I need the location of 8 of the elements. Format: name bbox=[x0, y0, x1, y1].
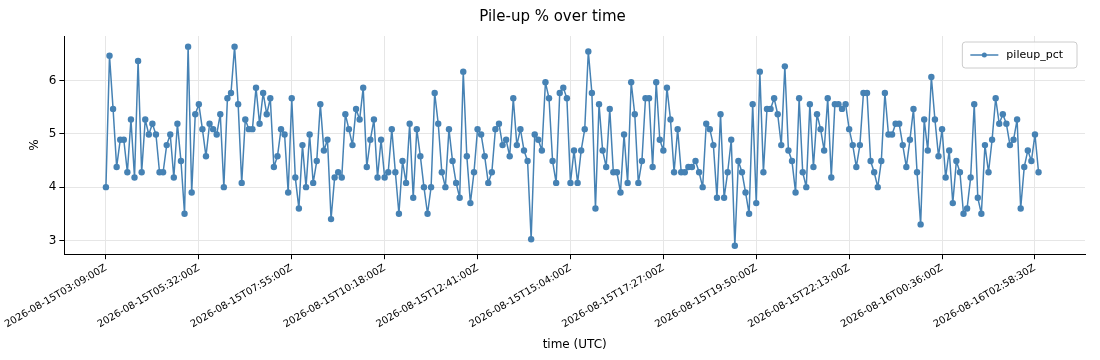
chart-title: Pile-up % over time bbox=[479, 6, 626, 25]
y-tick-label: 4 bbox=[48, 179, 57, 194]
y-tick-label: 6 bbox=[48, 72, 57, 87]
y-tick-label: 5 bbox=[48, 126, 57, 141]
y-axis-title: % bbox=[26, 139, 41, 151]
y-tick-label: 3 bbox=[48, 232, 57, 247]
x-axis-title: time (UTC) bbox=[542, 336, 607, 351]
legend-label: pileup_pct bbox=[1006, 47, 1064, 61]
